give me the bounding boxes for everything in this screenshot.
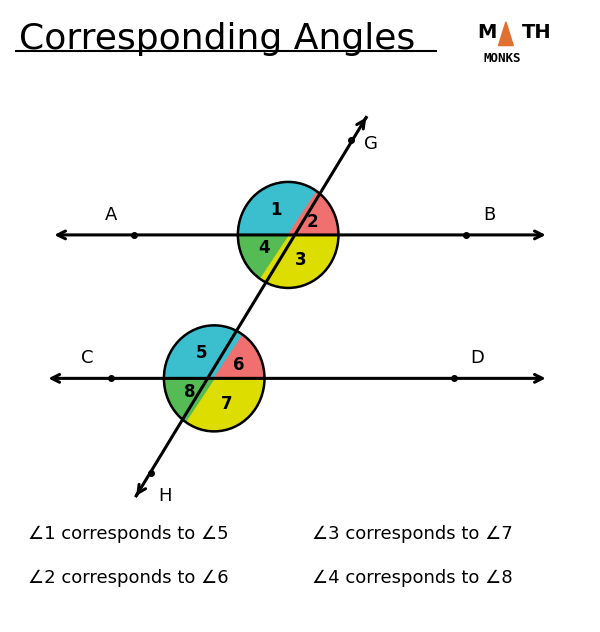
Text: A: A [104,205,117,224]
Wedge shape [185,379,265,432]
Wedge shape [214,335,265,379]
Text: G: G [364,135,378,152]
Wedge shape [288,191,338,235]
Text: ∠2 corresponds to ∠6: ∠2 corresponds to ∠6 [28,569,229,586]
Text: D: D [470,349,484,367]
Text: C: C [81,349,93,367]
Polygon shape [499,22,513,46]
Text: TH: TH [522,23,551,42]
Text: M: M [478,23,497,42]
Text: ∠3 corresponds to ∠7: ∠3 corresponds to ∠7 [312,525,512,543]
Text: 7: 7 [221,395,233,413]
Wedge shape [238,182,317,235]
Text: 1: 1 [270,200,281,219]
Text: 3: 3 [295,252,307,269]
Text: Corresponding Angles: Corresponding Angles [19,21,415,56]
Wedge shape [259,235,338,288]
Text: ∠1 corresponds to ∠5: ∠1 corresponds to ∠5 [28,525,229,543]
Wedge shape [238,235,288,278]
Text: 4: 4 [258,239,270,257]
Text: H: H [158,487,172,504]
Text: ∠4 corresponds to ∠8: ∠4 corresponds to ∠8 [312,569,512,586]
Text: 8: 8 [184,382,196,401]
Wedge shape [164,379,214,422]
Wedge shape [164,325,243,379]
Text: B: B [483,205,496,224]
Text: MONKS: MONKS [484,52,521,65]
Text: 6: 6 [233,356,244,374]
Text: 5: 5 [196,344,208,362]
Text: 2: 2 [307,213,318,231]
